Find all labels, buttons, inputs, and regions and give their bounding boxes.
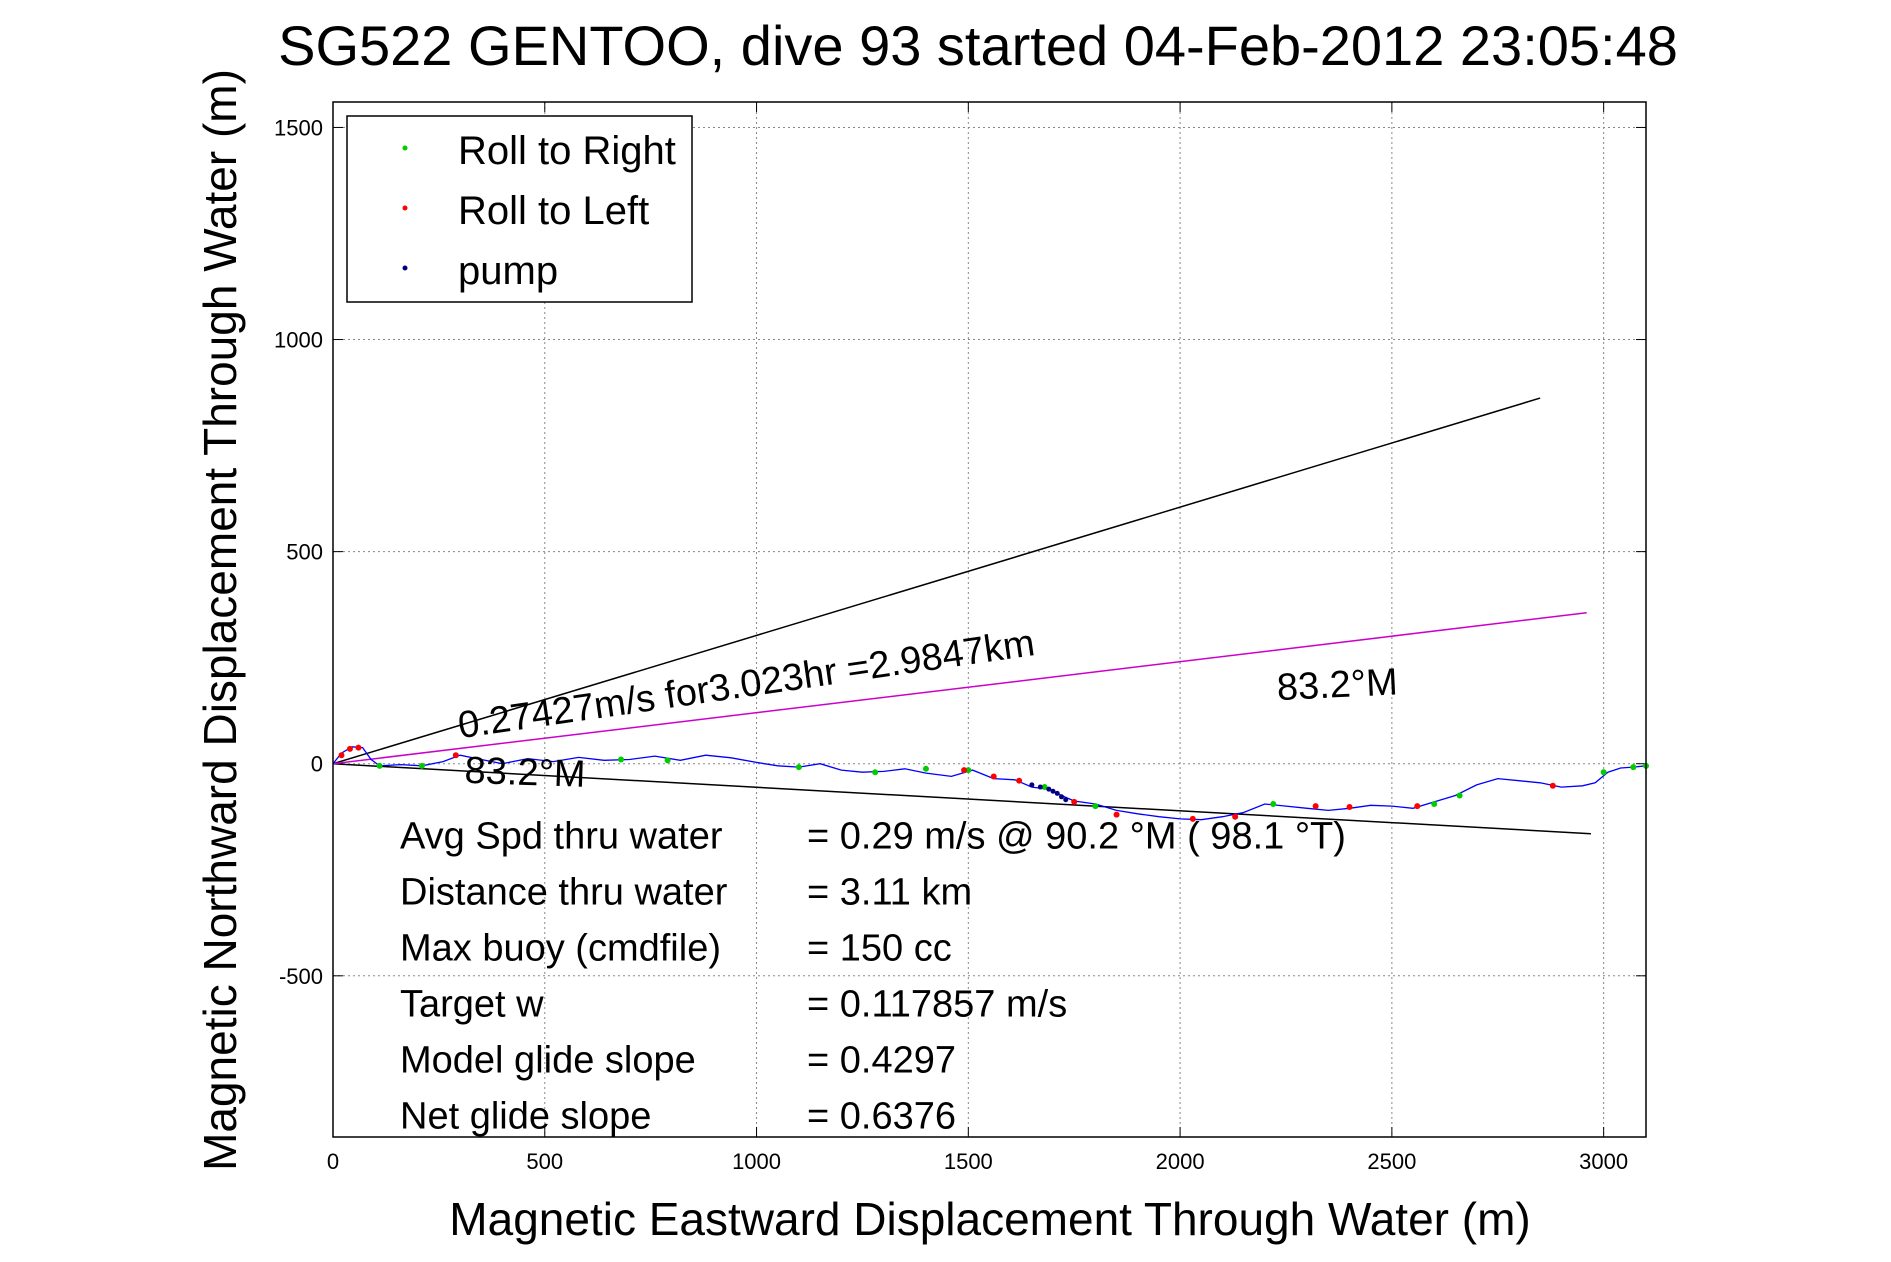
x-tick-label: 1000 — [732, 1149, 781, 1174]
roll-right-point — [922, 765, 929, 772]
roll-right-point — [418, 762, 425, 769]
roll-right-point — [965, 767, 972, 774]
stat-label: Target w — [400, 984, 544, 1026]
roll-left-point — [355, 744, 362, 751]
roll-right-point — [1630, 764, 1637, 771]
x-tick-label: 2500 — [1367, 1149, 1416, 1174]
pump-point — [1063, 797, 1069, 803]
pump-point — [1037, 784, 1043, 790]
x-axis-label: Magnetic Eastward Displacement Through W… — [449, 1193, 1530, 1245]
pump-point — [1050, 788, 1056, 794]
y-axis-label: Magnetic Northward Displacement Through … — [194, 69, 246, 1171]
roll-right-point — [664, 757, 671, 764]
roll-right-point — [1431, 801, 1438, 808]
pump-point — [1029, 782, 1035, 788]
reference-line — [332, 762, 1591, 835]
chart-title: SG522 GENTOO, dive 93 started 04-Feb-201… — [278, 14, 1678, 77]
roll-left-point — [346, 745, 353, 752]
roll-right-point — [795, 764, 802, 771]
stat-label: Net glide slope — [400, 1096, 651, 1138]
stat-value: = 150 cc — [807, 928, 952, 970]
roll-left-point — [1232, 813, 1239, 820]
roll-right-point — [1600, 769, 1607, 776]
x-tick-label: 1500 — [944, 1149, 993, 1174]
roll-left-point — [1346, 803, 1353, 810]
pump-point — [1054, 790, 1060, 796]
roll-left-point — [452, 752, 459, 759]
roll-right-point — [1041, 784, 1048, 791]
track-series — [332, 746, 1647, 821]
roll-right-point — [1092, 803, 1099, 810]
reference-lines — [332, 397, 1591, 835]
heading-annotation-lower: 83.2°M — [464, 750, 586, 796]
track-line — [332, 746, 1647, 821]
stat-label: Avg Spd thru water — [400, 816, 723, 858]
grid-lines — [332, 102, 1646, 1137]
roll-left-point — [1189, 815, 1196, 822]
roll-right-point — [1270, 801, 1277, 808]
roll-left-point — [1312, 803, 1319, 810]
pump-point — [1046, 786, 1052, 792]
x-tick-label: 0 — [327, 1149, 339, 1174]
legend-marker — [402, 205, 408, 211]
stat-label: Model glide slope — [400, 1040, 696, 1082]
heading-annotation-upper: 83.2°M — [1276, 661, 1399, 709]
legend-label: Roll to Right — [458, 129, 676, 173]
stat-label: Max buoy (cmdfile) — [400, 928, 721, 970]
roll-right-point — [872, 769, 879, 776]
pump-point — [1059, 794, 1065, 800]
y-tick-label: 1000 — [274, 328, 323, 353]
roll-markers — [338, 744, 1649, 822]
y-tick-label: 500 — [286, 540, 323, 565]
stat-value: = 0.29 m/s @ 90.2 °M ( 98.1 °T) — [807, 816, 1346, 858]
roll-left-point — [961, 767, 968, 774]
roll-left-point — [338, 752, 345, 759]
legend-marker — [402, 265, 408, 271]
y-tick-label: 1500 — [274, 115, 323, 140]
x-tick-label: 500 — [526, 1149, 563, 1174]
legend-label: Roll to Left — [458, 189, 649, 233]
x-tick-label: 3000 — [1579, 1149, 1628, 1174]
axis-ticks: 0 500 1000 1500 2000 2500 3000 -500 0 500 1000 1500 — [274, 102, 1646, 1174]
roll-right-point — [618, 756, 625, 763]
stat-value: = 0.4297 — [807, 1040, 956, 1082]
roll-left-point — [990, 773, 997, 780]
roll-left-point — [1071, 798, 1078, 805]
stat-label: Distance thru water — [400, 872, 728, 914]
roll-left-point — [1016, 777, 1023, 784]
stat-value: = 0.6376 — [807, 1096, 956, 1138]
roll-left-point — [1113, 811, 1120, 818]
dive-stats: Avg Spd thru water = 0.29 m/s @ 90.2 °M (… — [400, 816, 1346, 1138]
legend-marker — [402, 145, 408, 151]
axes-frame — [332, 101, 1647, 1138]
stat-value: = 0.117857 m/s — [807, 984, 1067, 1026]
y-tick-label: -500 — [279, 964, 323, 989]
roll-right-point — [1456, 792, 1463, 799]
roll-right-point — [376, 762, 383, 769]
reference-line — [332, 397, 1541, 765]
roll-left-point — [1414, 803, 1421, 810]
legend: Roll to Right Roll to Left pump — [346, 115, 693, 303]
reference-line — [332, 611, 1587, 765]
y-tick-label: 0 — [311, 752, 323, 777]
roll-left-point — [1549, 782, 1556, 789]
stat-value: = 3.11 km — [807, 872, 972, 914]
legend-label: pump — [458, 249, 558, 293]
x-tick-label: 2000 — [1156, 1149, 1205, 1174]
